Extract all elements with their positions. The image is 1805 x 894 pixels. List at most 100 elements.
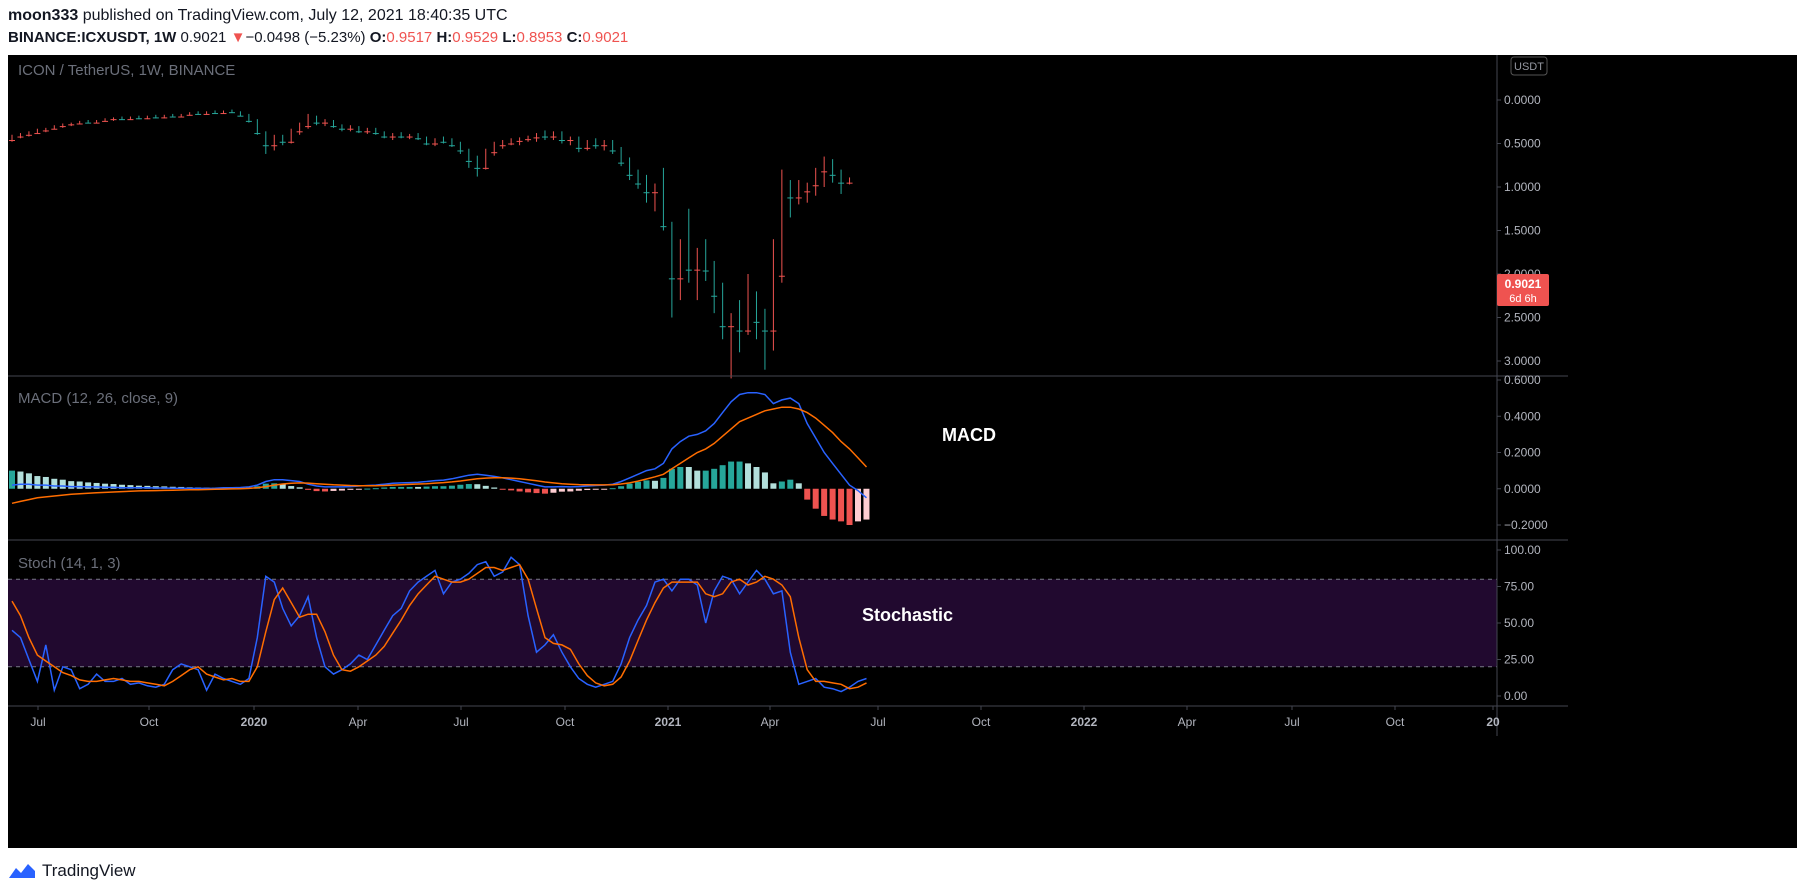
macd-histogram-bar — [102, 483, 109, 489]
price-axis-tick-label: 3.0000 — [1504, 354, 1541, 368]
candle-body — [110, 119, 117, 121]
candle-body — [575, 147, 582, 149]
candle-body — [601, 145, 608, 147]
macd-histogram-bar — [364, 488, 371, 490]
candle-body — [677, 278, 684, 280]
candle-body — [271, 145, 278, 147]
macd-axis-tick-label: 0.2000 — [1504, 446, 1541, 460]
candle-body — [25, 134, 32, 136]
macd-histogram-bar — [305, 488, 312, 490]
signal-line — [11, 406, 868, 505]
candle-body — [245, 120, 252, 122]
macd-histogram-bar — [829, 488, 836, 520]
time-axis-tick-label: 2020 — [241, 715, 268, 729]
currency-badge[interactable]: USDT — [1510, 56, 1548, 76]
candle-body — [457, 150, 464, 152]
tradingview-logo-icon — [9, 864, 35, 878]
candle-body — [169, 116, 176, 118]
candle-body — [516, 140, 523, 142]
candle-body — [228, 112, 235, 114]
candle-body — [465, 160, 472, 162]
macd-histogram-bar — [626, 483, 633, 489]
price-change: −0.0498 (−5.23%) — [245, 29, 366, 46]
macd-histogram-bar — [812, 488, 819, 509]
candle-body — [829, 174, 836, 176]
time-axis-tick-label: Jul — [453, 715, 468, 729]
candle-body — [186, 114, 193, 116]
candle-body — [660, 226, 667, 228]
chart-area[interactable]: 3.00002.50002.00001.50001.00000.50000.00… — [8, 55, 1797, 848]
candle-body — [533, 137, 540, 139]
time-axis-tick-label: Apr — [349, 715, 368, 729]
macd-histogram-bar — [558, 488, 565, 492]
macd-histogram-bar — [76, 481, 83, 489]
stoch-axis-tick-label: 25.00 — [1504, 653, 1534, 667]
price-label-countdown: 6d 6h — [1509, 293, 1537, 305]
macd-histogram-bar — [59, 479, 66, 489]
candle-body — [144, 118, 151, 120]
chart-svg[interactable]: 3.00002.50002.00001.50001.00000.50000.00… — [8, 55, 1797, 848]
macd-histogram-bar — [778, 481, 785, 489]
time-axis-tick-label: 2021 — [655, 715, 682, 729]
candle-body — [609, 150, 616, 152]
macd-histogram-bar — [330, 488, 337, 491]
macd-histogram-bar — [711, 468, 718, 489]
high-value: 0.9529 — [452, 29, 499, 46]
macd-histogram-bar — [127, 485, 134, 489]
candle-body — [152, 117, 159, 119]
stochastic-annotation: Stochastic — [862, 605, 953, 625]
macd-histogram-bar — [457, 484, 464, 489]
candle-body — [85, 122, 92, 124]
candle-body — [102, 120, 109, 122]
candle-body — [448, 145, 455, 147]
macd-histogram-bar — [550, 488, 557, 493]
macd-histogram-bar — [592, 488, 599, 490]
macd-histogram-bar — [761, 472, 768, 489]
macd-histogram-bar — [795, 483, 802, 489]
candle-body — [525, 139, 532, 141]
candle-body — [42, 130, 49, 132]
candle-body — [372, 133, 379, 135]
candle-body — [711, 295, 718, 297]
time-axis-tick-label: Jul — [870, 715, 885, 729]
candle-body — [558, 140, 565, 142]
candle-body — [17, 136, 24, 138]
macd-histogram-bar — [313, 488, 320, 492]
macd-histogram-bar — [465, 484, 472, 489]
time-axis-tick-label: Oct — [972, 715, 991, 729]
candle-body — [127, 119, 134, 121]
macd-histogram-bar — [118, 484, 125, 489]
time-axis-tick-label: 20 — [1486, 715, 1500, 729]
candle-body — [68, 124, 75, 126]
macd-histogram-bar — [567, 488, 574, 492]
high-label: H: — [436, 29, 453, 46]
macd-histogram-bar — [406, 486, 413, 489]
macd-histogram-bar — [448, 485, 455, 489]
macd-histogram-bar — [525, 488, 532, 493]
macd-histogram-bar — [575, 488, 582, 491]
price-label: 0.9021 6d 6h — [1497, 274, 1549, 306]
macd-histogram-bar — [753, 467, 760, 489]
stoch-axis-tick-label: 0.00 — [1504, 689, 1528, 703]
author-name[interactable]: moon333 — [8, 7, 79, 24]
macd-histogram-bar — [440, 486, 447, 489]
time-axis-tick-label: Apr — [1178, 715, 1197, 729]
macd-histogram-bar — [660, 477, 667, 489]
candle-body — [195, 113, 202, 115]
price-axis-tick-label: 0.0000 — [1504, 93, 1541, 107]
macd-annotation: MACD — [942, 425, 996, 445]
stoch-axis-tick-label: 75.00 — [1504, 580, 1534, 594]
time-axis-tick-label: Oct — [140, 715, 159, 729]
footer-brand[interactable]: TradingView — [8, 861, 136, 881]
low-label: L: — [502, 29, 517, 46]
macd-histogram-bar — [863, 488, 870, 520]
candle-body — [262, 145, 269, 147]
macd-axis-tick-label: −0.2000 — [1504, 518, 1548, 532]
candle-body — [296, 131, 303, 133]
macd-histogram-bar — [533, 488, 540, 494]
time-axis-tick-label: Jul — [30, 715, 45, 729]
candle-body — [330, 126, 337, 128]
candle-body — [288, 141, 295, 143]
macd-histogram-bar — [271, 483, 278, 489]
macd-histogram-bar — [736, 461, 743, 489]
